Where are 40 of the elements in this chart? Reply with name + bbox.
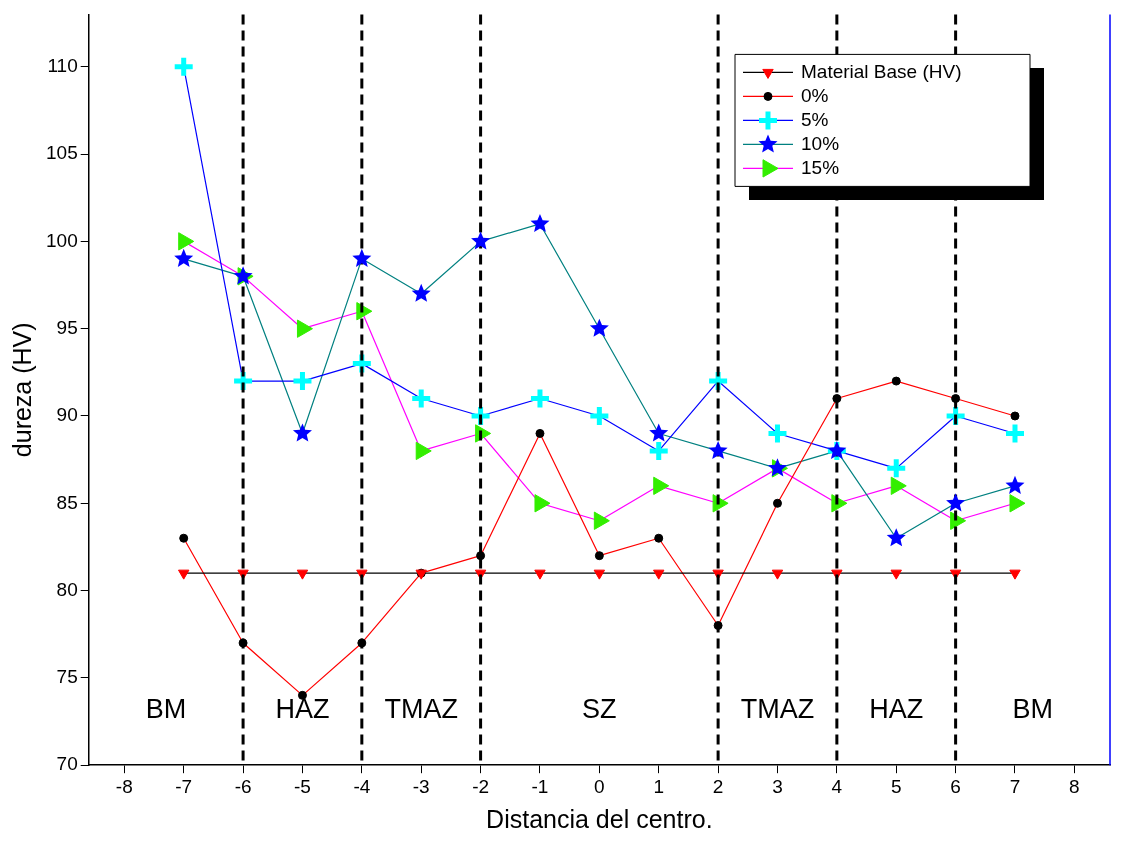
annotation: HAZ [275,693,330,724]
y-axis-title: dureza (HV) [7,322,36,458]
annotation: HAZ [869,693,924,724]
x-tick-label: -8 [115,775,133,797]
y-tick-label: 90 [56,404,78,426]
legend-label: Material Base (HV) [801,60,962,82]
x-tick-label: -4 [353,775,371,797]
y-tick-label: 95 [56,316,78,338]
y-tick-label: 100 [46,229,78,251]
x-tick-label: 1 [653,775,665,797]
y-tick-label: 70 [56,753,78,775]
y-tick-label: 110 [47,55,78,77]
y-tick-label: 80 [56,578,78,600]
legend-label: 5% [801,108,829,130]
annotation: BM [1012,693,1054,724]
annotation: TMAZ [740,693,815,724]
x-tick-label: 7 [1009,775,1021,797]
annotation: TMAZ [384,693,458,724]
y-tick-label: 105 [46,142,78,164]
x-tick-label: 4 [831,775,843,797]
legend-label: 10% [801,132,840,154]
x-tick-label: -7 [175,775,193,797]
legend-label: 0% [801,84,829,106]
x-tick-label: -2 [472,775,490,797]
y-tick-label: 85 [56,491,78,513]
x-tick-label: -3 [412,775,430,797]
x-tick-label: 0 [594,775,605,797]
x-tick-label: -1 [531,775,549,797]
x-tick-label: -6 [234,775,252,797]
x-tick-label: 5 [890,775,902,797]
legend-label: 15% [801,156,840,178]
x-axis-title: Distancia del centro. [486,804,713,833]
x-tick-label: -5 [294,775,311,797]
y-tick-label: 75 [56,666,78,688]
x-tick-label: 3 [772,775,783,797]
x-tick-label: 6 [950,775,961,797]
x-tick-label: 8 [1069,775,1080,797]
annotation: SZ [582,693,617,724]
annotation: BM [145,693,187,724]
x-tick-label: 2 [712,775,724,797]
